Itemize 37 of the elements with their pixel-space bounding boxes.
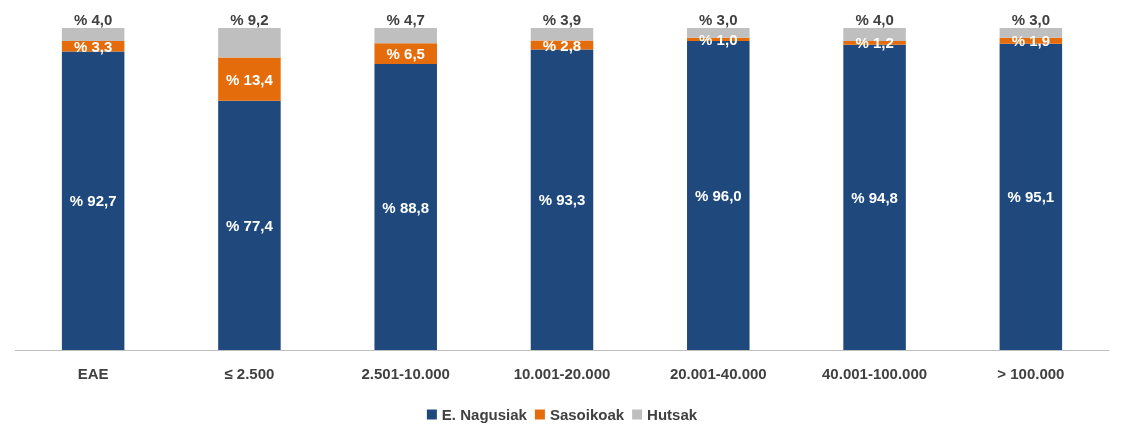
data-label: % 3,0 [699, 11, 738, 28]
data-label: % 3,9 [542, 11, 582, 28]
bar [374, 64, 437, 350]
data-label: % 77,4 [226, 216, 274, 234]
data-label: % 3,0 [1011, 11, 1051, 28]
data-label: % 3,3 [73, 37, 113, 55]
x-tick-label: 20.001-40.000 [669, 365, 767, 382]
x-tick-label: EAE [77, 365, 109, 382]
data-label: % 93,3 [538, 191, 586, 209]
bar [218, 28, 281, 58]
bar [530, 28, 594, 41]
legend-label: Hutsak [647, 406, 698, 423]
data-label: % 4,0 [855, 11, 894, 28]
data-label: % 4,0 [73, 11, 113, 28]
data-label: % 92,7 [69, 192, 117, 210]
legend-label: E. Nagusiak [441, 406, 528, 423]
data-label: % 4,7 [386, 11, 425, 28]
bar [218, 100, 281, 350]
data-label: % 9,2 [230, 11, 269, 28]
bar [374, 28, 437, 44]
data-label: % 96,0 [694, 186, 742, 204]
data-label: % 13,4 [226, 70, 274, 88]
x-tick-label: > 100.000 [997, 365, 1065, 382]
legend-label: Sasoikoak [549, 406, 625, 423]
x-tick-label: 10.001-20.000 [513, 365, 611, 382]
data-label: % 94,8 [851, 188, 898, 206]
data-label: % 95,1 [1007, 188, 1055, 206]
x-tick-label: 40.001-100.000 [822, 365, 928, 382]
x-tick-label: 2.501-10.000 [361, 365, 450, 382]
data-label: % 88,8 [382, 198, 430, 216]
data-label: % 2,8 [542, 36, 582, 54]
data-label: % 1,2 [855, 34, 894, 52]
bar [61, 28, 125, 41]
data-label: % 6,5 [386, 45, 425, 63]
bar [218, 57, 281, 101]
data-label: % 1,0 [699, 30, 738, 48]
x-tick-label: ≤ 2.500 [224, 365, 275, 382]
